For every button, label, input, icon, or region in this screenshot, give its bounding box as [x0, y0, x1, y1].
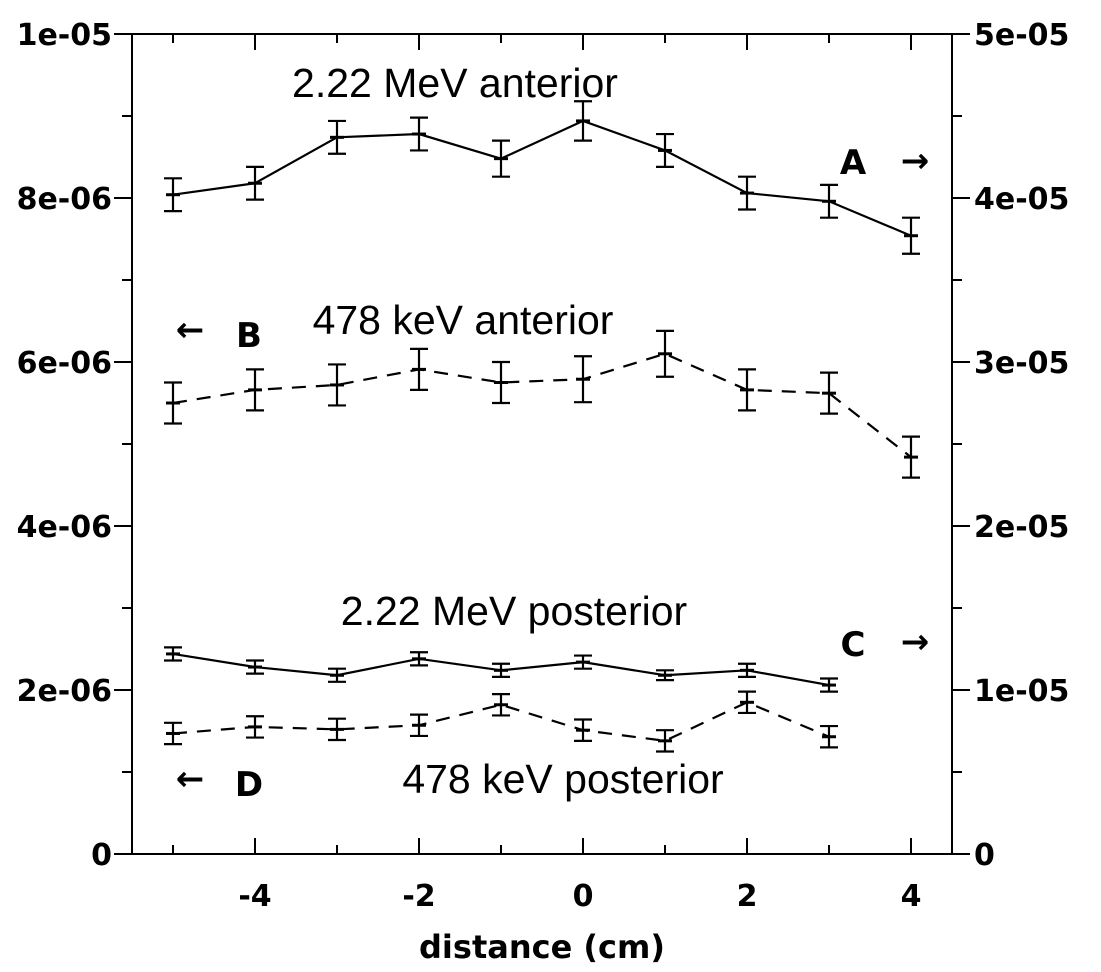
- y-left-tick-label: 1e-05: [17, 18, 112, 53]
- x-tick-label: -4: [238, 879, 271, 914]
- annotation-222-posterior: 2.22 MeV posterior: [341, 588, 687, 634]
- x-tick-label: -2: [402, 879, 435, 914]
- x-axis-label: distance (cm): [419, 928, 665, 966]
- marker-d-arrow: ←: [176, 759, 205, 799]
- marker-a-arrow: →: [901, 141, 930, 181]
- marker-d-letter: D: [235, 765, 263, 805]
- series-2: [164, 646, 838, 693]
- y-left-tick-label: 2e-06: [17, 674, 112, 709]
- x-tick-label: 0: [573, 879, 594, 914]
- series-line: [172, 119, 912, 237]
- marker-c-arrow: →: [901, 622, 930, 662]
- marker-c: C →: [841, 622, 930, 665]
- series-layer: [164, 100, 920, 753]
- marker-b: ← B: [176, 310, 262, 356]
- series-line: [172, 352, 912, 458]
- series-3: [164, 690, 838, 753]
- marker-a-letter: A: [840, 143, 867, 183]
- y-left-tick-label: 6e-06: [17, 346, 112, 381]
- axis-tick-labels: -4 -2 0 2 4 0 2e-06 4e-06 6e-06 8e-06 1e-05 0 1e-05 2…: [17, 18, 1070, 914]
- annotation-478-posterior: 478 keV posterior: [402, 756, 723, 802]
- series-line: [172, 701, 830, 742]
- y-right-tick-label: 0: [974, 838, 995, 873]
- y-left-tick-label: 4e-06: [17, 510, 112, 545]
- y-right-tick-label: 4e-05: [974, 182, 1069, 217]
- y-right-tick-label: 3e-05: [974, 346, 1069, 381]
- marker-b-arrow: ←: [176, 310, 205, 350]
- series-1: [164, 329, 920, 479]
- marker-d: ← D: [176, 759, 263, 805]
- marker-b-letter: B: [236, 316, 262, 356]
- marker-c-letter: C: [841, 625, 866, 665]
- annotation-478-anterior: 478 keV anterior: [313, 297, 614, 343]
- x-tick-label: 4: [901, 879, 922, 914]
- y-right-tick-label: 2e-05: [974, 510, 1069, 545]
- annotation-222-anterior: 2.22 MeV anterior: [292, 60, 618, 106]
- axis-ticks: [114, 33, 970, 855]
- series-0: [164, 100, 920, 255]
- y-left-tick-label: 8e-06: [17, 182, 112, 217]
- x-tick-label: 2: [737, 879, 758, 914]
- marker-a: A →: [840, 141, 929, 183]
- y-left-tick-label: 0: [91, 838, 112, 873]
- y-right-tick-label: 5e-05: [974, 18, 1069, 53]
- y-right-tick-label: 1e-05: [974, 674, 1069, 709]
